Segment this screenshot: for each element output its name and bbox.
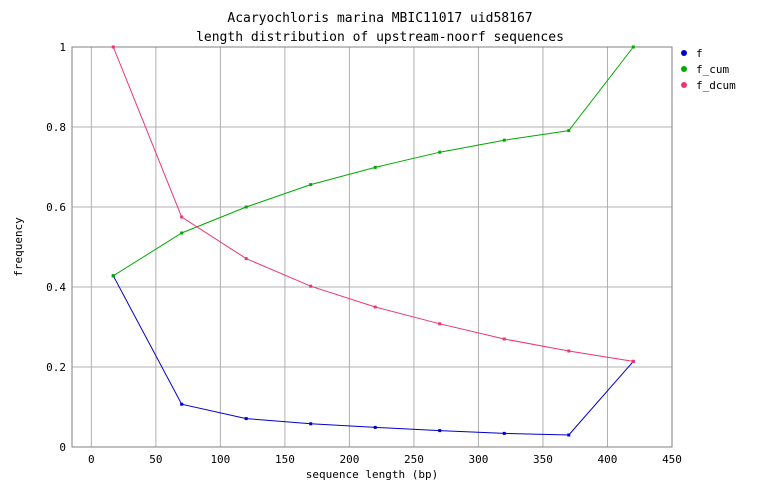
x-tick-label: 350 — [533, 453, 553, 466]
x-tick-label: 400 — [598, 453, 618, 466]
x-tick-label: 100 — [210, 453, 230, 466]
y-tick-label: 0.4 — [46, 281, 66, 294]
data-point-f_dcum — [631, 359, 635, 363]
data-point-f_dcum — [502, 337, 506, 341]
x-tick-label: 150 — [275, 453, 295, 466]
y-axis-ticks: 0 0.2 0.4 0.6 0.8 1 — [46, 41, 66, 454]
data-point-f — [567, 433, 571, 437]
legend-marker-f — [681, 50, 687, 56]
legend-label-f_cum: f_cum — [696, 63, 729, 76]
x-tick-label: 50 — [149, 453, 162, 466]
data-point-f_cum — [502, 138, 506, 142]
chart-title: Acaryochloris marina MBIC11017 uid58167 — [227, 11, 532, 26]
data-point-f_dcum — [373, 305, 377, 309]
y-axis-label: frequency — [12, 217, 25, 277]
data-point-f — [438, 429, 442, 433]
y-tick-label: 1 — [59, 41, 66, 54]
data-point-f_dcum — [180, 215, 184, 219]
data-point-f_cum — [111, 274, 115, 278]
data-point-f — [309, 422, 313, 426]
x-tick-label: 250 — [404, 453, 424, 466]
data-point-f_cum — [631, 45, 635, 49]
data-point-f_cum — [180, 231, 184, 235]
data-point-f_dcum — [567, 349, 571, 353]
series-line-f — [112, 275, 634, 436]
data-point-f_dcum — [438, 322, 442, 326]
series-line-f_cum — [113, 46, 634, 277]
x-tick-label: 200 — [339, 453, 359, 466]
chart-subtitle: length distribution of upstream-noorf se… — [196, 30, 564, 45]
legend-label-f: f — [696, 47, 703, 60]
data-point-f_dcum — [111, 45, 115, 49]
x-axis-ticks: 0 50 100 150 200 250 300 350 400 450 — [88, 453, 682, 466]
y-tick-label: 0.8 — [46, 121, 66, 134]
data-point-f — [502, 431, 506, 435]
y-tick-label: 0.6 — [46, 201, 66, 214]
data-point-f_dcum — [244, 257, 248, 261]
data-point-f_cum — [373, 165, 377, 169]
y-tick-label: 0 — [59, 441, 66, 454]
plot-frame — [71, 46, 673, 448]
data-point-f — [180, 402, 184, 406]
series-line-f_dcum — [112, 46, 634, 362]
x-axis-label: sequence length (bp) — [306, 468, 438, 481]
legend-marker-f_dcum — [681, 82, 687, 88]
data-point-f — [373, 425, 377, 429]
data-point-f_dcum — [309, 284, 313, 288]
data-point-f_cum — [438, 150, 442, 154]
data-series — [111, 45, 635, 437]
y-tick-label: 0.2 — [46, 361, 66, 374]
x-tick-label: 0 — [88, 453, 95, 466]
grid-lines — [72, 46, 673, 448]
legend-label-f_dcum: f_dcum — [696, 79, 736, 92]
legend-marker-f_cum — [681, 66, 687, 72]
legend: f f_cum f_dcum — [681, 47, 736, 92]
data-point-f_cum — [567, 129, 571, 133]
x-tick-label: 450 — [662, 453, 682, 466]
data-point-f_cum — [244, 205, 248, 209]
x-tick-label: 300 — [469, 453, 489, 466]
data-point-f — [244, 417, 248, 421]
data-point-f_cum — [309, 183, 313, 187]
